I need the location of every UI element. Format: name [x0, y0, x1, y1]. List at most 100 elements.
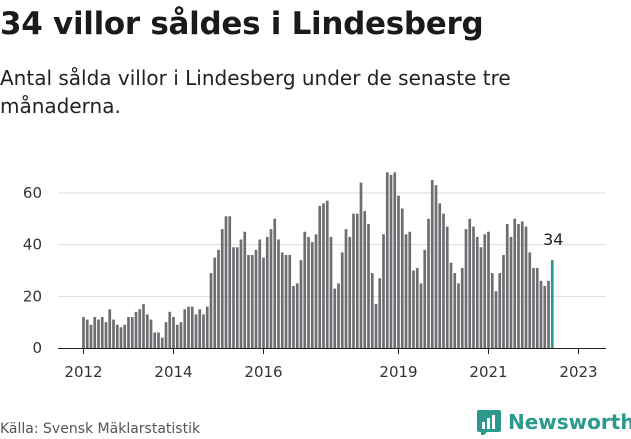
bar [280, 252, 284, 348]
bar [408, 231, 412, 348]
bar [498, 273, 502, 348]
bar [112, 319, 115, 348]
bar [194, 314, 198, 348]
bar [160, 337, 164, 348]
bar [277, 239, 280, 348]
bar [138, 309, 142, 348]
bar [427, 218, 430, 348]
bar [483, 234, 487, 348]
bar [509, 236, 513, 348]
bar [123, 324, 127, 348]
bar [528, 252, 532, 348]
bar [130, 317, 134, 348]
bar [513, 218, 517, 348]
bar [487, 231, 490, 348]
bar [89, 324, 93, 348]
y-tick-label: 60 [23, 184, 42, 202]
bar [265, 236, 269, 348]
bar [299, 260, 303, 348]
bar [472, 226, 475, 348]
bar [475, 236, 479, 348]
x-tick-label: 2012 [64, 363, 102, 381]
bar [209, 273, 213, 348]
annotations: 34 [543, 230, 563, 249]
bar [318, 205, 322, 348]
bar [479, 247, 483, 348]
bar [363, 211, 367, 348]
bar [310, 242, 314, 348]
bar [389, 174, 393, 348]
source-note: Källa: Svensk Mäklarstatistik [0, 421, 201, 437]
bar [547, 280, 550, 348]
bar [494, 291, 498, 348]
bar [445, 226, 449, 348]
bar [460, 267, 464, 348]
bar [490, 273, 494, 348]
bar [292, 286, 295, 348]
bar [108, 309, 112, 348]
bar [412, 270, 415, 348]
bar [348, 236, 352, 348]
bar [307, 236, 310, 348]
bar [213, 257, 217, 348]
bar [145, 314, 149, 348]
bar [235, 247, 239, 348]
bar [539, 280, 543, 348]
bar [262, 257, 265, 348]
bar [183, 309, 187, 348]
bar [127, 317, 130, 348]
bar [344, 229, 348, 348]
bar [517, 224, 520, 348]
bar [175, 324, 179, 348]
bar [352, 213, 355, 348]
bar [239, 239, 243, 348]
bar [224, 216, 228, 348]
y-tick-label: 20 [23, 287, 42, 305]
highlight-value-label: 34 [543, 230, 563, 249]
bar [378, 278, 382, 348]
bar [468, 218, 472, 348]
bar [442, 213, 445, 348]
bar [190, 306, 194, 348]
brand-name: Newsworthy [508, 410, 631, 434]
y-axis-labels: 0 20 40 60 [23, 184, 42, 357]
highlighted-bar [550, 260, 554, 348]
bar [217, 249, 220, 348]
bar [254, 249, 258, 348]
bar [157, 332, 160, 348]
bar [104, 322, 108, 348]
bar [202, 314, 205, 348]
bar [457, 283, 460, 348]
bar [464, 229, 468, 348]
bar [228, 216, 232, 348]
bar [168, 311, 172, 348]
bar [434, 185, 438, 348]
x-tick-label: 2021 [469, 363, 507, 381]
bar [198, 309, 202, 348]
bar [453, 273, 457, 348]
bar [119, 327, 123, 348]
bar [142, 304, 145, 348]
bar [153, 332, 157, 348]
bar [382, 234, 385, 348]
chart-title: 34 villor såldes i Lindesberg [0, 6, 484, 42]
bar [438, 203, 442, 348]
bar [449, 262, 453, 348]
bar [258, 239, 262, 348]
bar [85, 319, 89, 348]
bar [179, 322, 183, 348]
x-axis: 2012 2014 2016 2019 2021 2023 [58, 348, 606, 381]
bar [288, 255, 292, 348]
bar [385, 172, 389, 348]
bar [172, 317, 175, 348]
bars [82, 172, 554, 348]
bar [359, 182, 363, 348]
bar [273, 218, 277, 348]
bar [97, 319, 100, 348]
bar [340, 252, 344, 348]
bar [404, 234, 408, 348]
bar [164, 322, 168, 348]
bar [247, 255, 250, 348]
y-tick-label: 40 [23, 236, 42, 254]
